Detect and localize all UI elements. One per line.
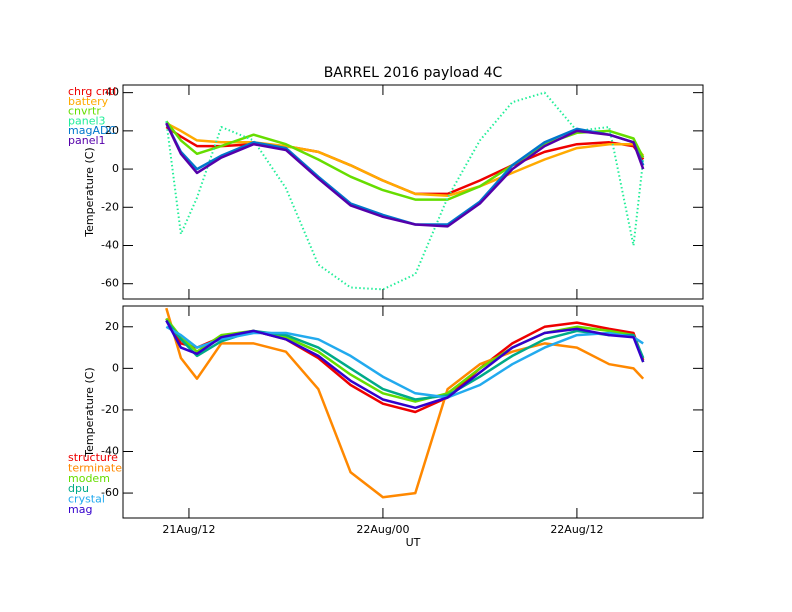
chart-title: BARREL 2016 payload 4C xyxy=(324,65,503,81)
series-line xyxy=(165,319,645,401)
series-line xyxy=(165,122,645,228)
legend-entry: cnvrtr xyxy=(68,105,101,118)
x-axis-label: UT xyxy=(406,536,421,549)
plot-frame xyxy=(122,305,704,519)
series-line xyxy=(165,307,645,499)
series-line xyxy=(165,319,645,410)
legend-entry: crystal xyxy=(68,493,105,506)
y-tick-label: 0 xyxy=(112,162,119,175)
y-tick-label: -40 xyxy=(101,444,119,457)
y-tick-label: 20 xyxy=(105,320,119,333)
legend-entry: panel3 xyxy=(68,114,106,127)
legend-entry: dpu xyxy=(68,482,89,495)
legend-entry: magADC xyxy=(68,124,116,137)
legend-entry: battery xyxy=(68,95,109,108)
y-tick-label: -40 xyxy=(101,239,119,252)
x-tick-label: 22Aug/12 xyxy=(550,523,603,536)
x-tick-label: 21Aug/12 xyxy=(162,523,215,536)
y-axis-label: Temperature (C) xyxy=(83,367,96,457)
x-tick-label: 22Aug/00 xyxy=(356,523,409,536)
y-tick-label: 40 xyxy=(105,86,119,99)
y-tick-label: 0 xyxy=(112,361,119,374)
series-line xyxy=(165,317,645,403)
legend-entry: structure xyxy=(68,451,118,464)
legend-entry: modem xyxy=(68,472,110,485)
legend-entry: panel1 xyxy=(68,134,106,147)
legend-entry: chrg cntl xyxy=(68,85,116,98)
y-tick-label: -20 xyxy=(101,403,119,416)
series-line xyxy=(165,122,645,198)
y-axis-label: Temperature (C) xyxy=(83,147,96,237)
y-tick-label: -60 xyxy=(101,277,119,290)
legend-entry: mag xyxy=(68,503,92,516)
y-tick-label: 20 xyxy=(105,124,119,137)
plot-frame xyxy=(122,84,704,300)
y-tick-label: -20 xyxy=(101,200,119,213)
legend-entry: terminate xyxy=(68,461,122,474)
y-tick-label: -60 xyxy=(101,486,119,499)
